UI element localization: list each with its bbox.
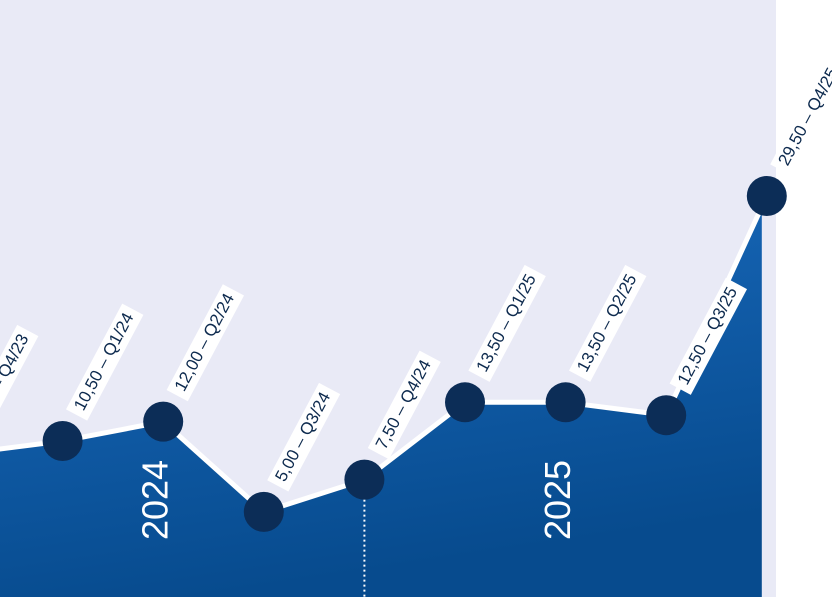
data-point xyxy=(42,420,83,461)
value-label-box xyxy=(166,284,245,402)
value-label-box xyxy=(0,324,39,434)
value-label-box xyxy=(367,350,441,460)
data-point xyxy=(746,175,787,216)
value-label-box xyxy=(770,58,832,176)
value-label-box xyxy=(66,303,144,421)
data-point xyxy=(143,401,184,442)
data-point xyxy=(545,382,586,423)
value-label-box xyxy=(669,277,748,395)
value-label-box xyxy=(267,382,341,492)
data-point xyxy=(344,459,385,500)
year-label: 2025 xyxy=(537,460,578,540)
data-point xyxy=(445,382,485,423)
value-label: 29,50 – Q4/25 xyxy=(770,58,832,176)
data-point xyxy=(243,491,284,532)
data-point xyxy=(646,395,687,436)
value-label-box xyxy=(569,264,647,382)
area xyxy=(0,195,767,597)
year-label: 2024 xyxy=(135,460,176,540)
value-label-box xyxy=(468,264,546,382)
